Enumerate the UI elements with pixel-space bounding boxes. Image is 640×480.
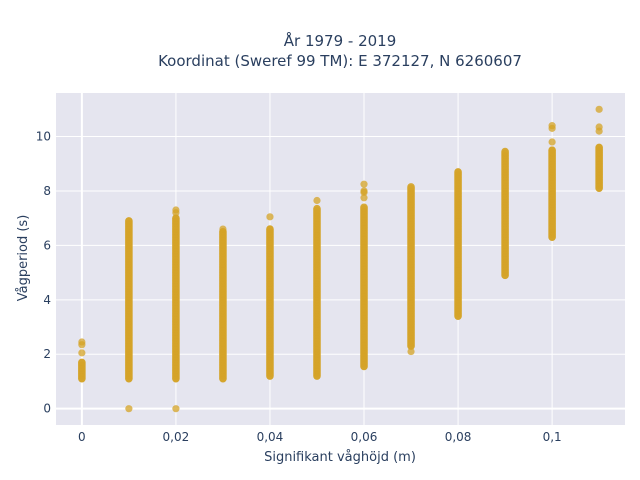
data-point — [125, 405, 133, 413]
data-point — [548, 138, 556, 146]
y-tick-label: 4 — [43, 293, 51, 307]
data-point — [219, 225, 227, 233]
data-point — [501, 149, 509, 157]
data-point — [172, 405, 180, 413]
data-point — [172, 214, 180, 222]
data-point — [595, 143, 603, 151]
data-point — [78, 349, 86, 357]
x-tick-label: 0,06 — [351, 430, 378, 444]
data-point — [548, 146, 556, 154]
data-point — [172, 206, 180, 214]
x-tick-label: 0,08 — [445, 430, 472, 444]
data-point — [78, 358, 86, 366]
plot-area — [56, 93, 625, 425]
chart-title-line1: År 1979 - 2019 — [284, 31, 397, 50]
y-axis-title: Vågperiod (s) — [16, 215, 31, 302]
data-point — [266, 225, 274, 233]
x-axis-ticks: 0 0,02 0,04 0,06 0,08 0,1 — [78, 430, 562, 444]
data-point — [360, 180, 368, 188]
x-tick-label: 0,02 — [163, 430, 190, 444]
y-axis-ticks: 0 2 4 6 8 10 — [36, 130, 51, 416]
data-point — [407, 184, 415, 192]
x-tick-label: 0,1 — [543, 430, 562, 444]
y-tick-label: 0 — [43, 402, 51, 416]
data-point — [548, 122, 556, 130]
y-tick-label: 6 — [43, 238, 51, 252]
x-axis-title: Signifikant våghöjd (m) — [264, 450, 416, 465]
y-tick-label: 10 — [36, 130, 51, 144]
data-point — [595, 123, 603, 131]
data-point — [360, 205, 368, 213]
data-points — [78, 105, 603, 413]
data-point — [266, 213, 274, 221]
data-point — [360, 194, 368, 202]
chart-title-line2: Koordinat (Sweref 99 TM): E 372127, N 62… — [158, 52, 522, 70]
x-tick-label: 0 — [78, 430, 86, 444]
data-point — [595, 105, 603, 113]
data-point — [313, 206, 321, 214]
data-point — [125, 217, 133, 225]
data-point — [454, 168, 462, 176]
data-point — [360, 187, 368, 195]
y-tick-label: 2 — [43, 347, 51, 361]
data-point — [78, 338, 86, 346]
data-point — [313, 196, 321, 205]
y-tick-label: 8 — [43, 184, 51, 198]
data-point — [407, 347, 415, 356]
x-tick-label: 0,04 — [257, 430, 284, 444]
